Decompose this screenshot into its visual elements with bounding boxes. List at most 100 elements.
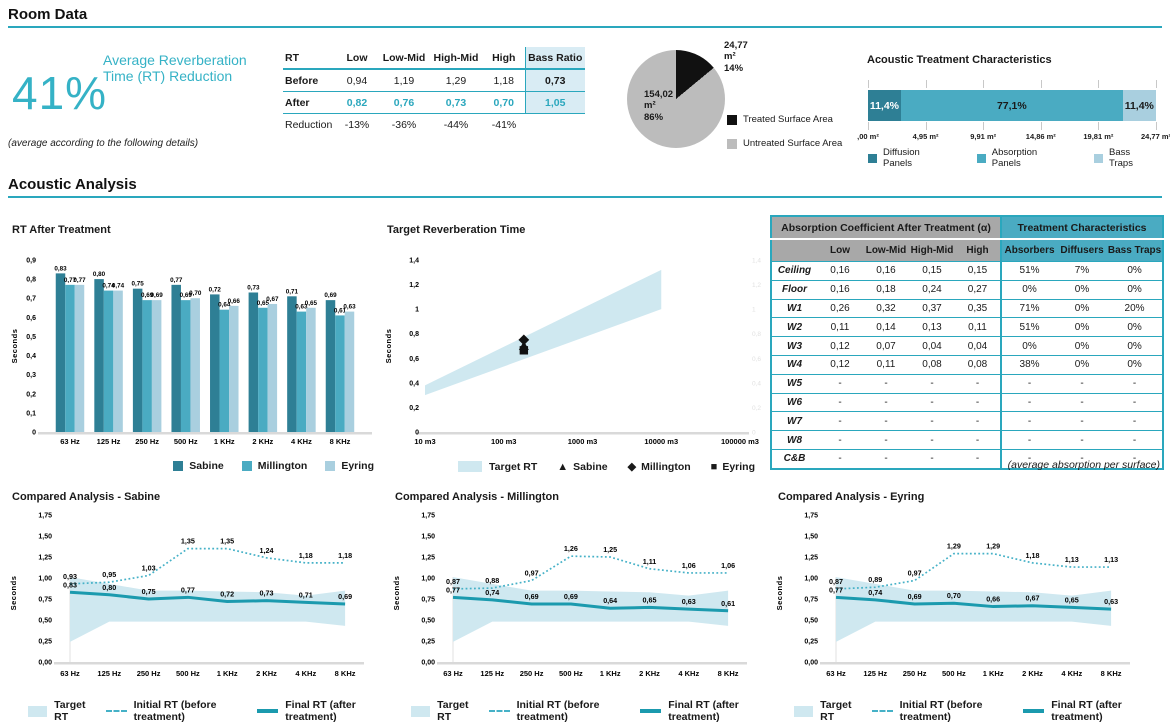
- compared-millington-chart: Compared Analysis - Millington 0,00 0,25 0…: [391, 489, 769, 723]
- svg-text:0,2: 0,2: [26, 391, 36, 398]
- svg-text:2 KHz: 2 KHz: [1022, 669, 1043, 678]
- abs-row-w1: W1 0,26 0,32 0,37 0,35 71% 0% 20%: [771, 299, 1164, 319]
- svg-text:0,69: 0,69: [564, 592, 578, 601]
- svg-text:1,00: 1,00: [804, 576, 818, 583]
- compared-eyring-title: Compared Analysis - Eyring: [778, 491, 925, 503]
- dashed-line-icon: [871, 710, 893, 712]
- svg-text:0,73: 0,73: [260, 589, 274, 598]
- pie-legend-treated-label: Treated Surface Area: [743, 114, 833, 125]
- svg-text:0,9: 0,9: [26, 258, 36, 265]
- rt-row-after: After 0,82 0,76 0,73 0,70 1,05: [283, 91, 585, 114]
- svg-text:125 Hz: 125 Hz: [863, 669, 887, 678]
- legend-target-rt: Target RT: [28, 699, 93, 723]
- svg-text:0,65: 0,65: [1065, 595, 1079, 604]
- compared-eyring-legend: Target RT Initial RT (before treatment) …: [794, 699, 1152, 723]
- compared-millington-legend: Target RT Initial RT (before treatment) …: [411, 699, 769, 723]
- svg-text:0,69: 0,69: [908, 592, 922, 601]
- svg-text:1,13: 1,13: [1065, 555, 1079, 564]
- svg-text:0,7: 0,7: [26, 296, 36, 303]
- svg-text:500 Hz: 500 Hz: [176, 669, 200, 678]
- svg-text:1 KHz: 1 KHz: [600, 669, 621, 678]
- svg-text:0,00: 0,00: [421, 660, 435, 667]
- svg-text:250 Hz: 250 Hz: [135, 437, 159, 446]
- svg-text:Seconds: Seconds: [384, 329, 393, 364]
- legend-target-rt: Target RT: [458, 461, 537, 473]
- compared-millington-title: Compared Analysis - Millington: [395, 491, 559, 503]
- svg-text:1000 m3: 1000 m3: [568, 437, 598, 446]
- compared-sabine-chart: Compared Analysis - Sabine 0,00 0,25 0,50 0…: [8, 489, 386, 723]
- abs-subheader-cell: Diffusers: [1057, 239, 1108, 262]
- svg-text:0,3: 0,3: [26, 372, 36, 379]
- stack-axis-label: 24,77 m²: [1140, 132, 1170, 141]
- svg-text:0,77: 0,77: [73, 277, 86, 284]
- svg-text:0,5: 0,5: [26, 334, 36, 341]
- abs-row-w3: W3 0,12 0,07 0,04 0,04 0% 0% 0%: [771, 336, 1164, 356]
- svg-text:1,00: 1,00: [38, 576, 52, 583]
- legend-sabine: Sabine: [173, 460, 224, 472]
- svg-text:0,61: 0,61: [721, 599, 735, 608]
- abs-subheader-cell: High: [955, 239, 1002, 262]
- svg-text:1,75: 1,75: [38, 513, 52, 520]
- svg-text:0,50: 0,50: [804, 618, 818, 625]
- svg-text:0,77: 0,77: [64, 277, 77, 284]
- svg-text:0,83: 0,83: [54, 265, 67, 272]
- svg-text:1,4: 1,4: [752, 258, 761, 265]
- stack-axis-label: ,00 m²: [857, 132, 879, 141]
- x-axis: [437, 662, 747, 665]
- svg-text:0,8: 0,8: [409, 331, 419, 338]
- svg-text:0: 0: [415, 430, 419, 437]
- legend-initial-rt: Initial RT (before treatment): [105, 699, 245, 723]
- abs-row-w2: W2 0,11 0,14 0,13 0,11 51% 0% 0%: [771, 317, 1164, 338]
- svg-text:4 KHz: 4 KHz: [295, 669, 316, 678]
- compared-millington-plot: 0,00 0,25 0,50 0,75 1,00 1,25 1,50 1,75 Seconds 6…: [392, 513, 747, 678]
- legend-millington: Millington: [241, 460, 307, 472]
- svg-text:0,83: 0,83: [63, 580, 77, 589]
- target-rt-title: Target Reverberation Time: [387, 224, 526, 236]
- svg-text:0,6: 0,6: [409, 356, 419, 363]
- legend-eyring: Eyring: [325, 460, 374, 472]
- svg-text:0,4: 0,4: [752, 380, 761, 387]
- svg-text:1,13: 1,13: [1104, 555, 1118, 564]
- abs-row-ceiling: Ceiling 0,16 0,16 0,15 0,15 51% 7% 0%: [771, 261, 1164, 281]
- svg-text:0,63: 0,63: [343, 304, 356, 311]
- svg-text:0,95: 0,95: [102, 570, 116, 579]
- surface-area-pie-chart: [627, 50, 725, 148]
- stack-legend-item: Absorption Panels: [976, 147, 1068, 169]
- svg-text:0,72: 0,72: [220, 590, 234, 599]
- target-band: [425, 269, 662, 396]
- rt-summary-body: Before 0,94 1,19 1,29 1,18 0,73 After 0,82 0,76 0…: [283, 69, 585, 135]
- svg-text:1,06: 1,06: [721, 561, 735, 570]
- stack-legend-item: Bass Traps: [1094, 147, 1156, 169]
- svg-text:0,87: 0,87: [829, 577, 843, 586]
- legend-final-rt: Final RT (after treatment): [1023, 699, 1152, 723]
- svg-text:0,75: 0,75: [421, 597, 435, 604]
- svg-text:0,67: 0,67: [1026, 594, 1040, 603]
- svg-text:1,24: 1,24: [260, 546, 274, 555]
- svg-text:0,71: 0,71: [299, 590, 313, 599]
- target-band-swatch-icon: [794, 705, 814, 717]
- svg-text:0,63: 0,63: [295, 304, 308, 311]
- svg-text:125 Hz: 125 Hz: [97, 437, 121, 446]
- x-axis: [54, 662, 364, 665]
- bar-groups: 0,830,770,770,800,740,74 0,750,690,690,77…: [54, 265, 356, 432]
- dashed-line-icon: [488, 710, 510, 712]
- untreated-swatch-icon: [727, 138, 737, 149]
- svg-text:63 Hz: 63 Hz: [826, 669, 846, 678]
- treatment-legend: Diffusion Panels Absorption Panels Bass Tr…: [868, 147, 1156, 169]
- legend-target-rt: Target RT: [794, 699, 859, 723]
- rt-header-cell: Low-Mid: [379, 47, 429, 70]
- svg-text:0,74: 0,74: [102, 283, 115, 290]
- svg-text:0,69: 0,69: [338, 592, 352, 601]
- diamond-marker-icon: ◆: [627, 461, 637, 473]
- svg-text:1,25: 1,25: [421, 555, 435, 562]
- abs-row-w5: W5- - - - - - -: [771, 374, 1164, 394]
- svg-text:125 Hz: 125 Hz: [480, 669, 504, 678]
- rt-header-cell: Bass Ratio: [524, 47, 585, 70]
- svg-text:1,25: 1,25: [804, 555, 818, 562]
- svg-text:1,06: 1,06: [682, 561, 696, 570]
- svg-text:0,75: 0,75: [38, 597, 52, 604]
- room-data-title: Room Data: [8, 6, 88, 23]
- pie-legend: Treated Surface Area Untreated Surface A…: [727, 114, 842, 149]
- abs-row-c&b: C&B - - - - - - -: [771, 449, 1164, 470]
- pie-untreated-value-label: 154,02 m² 86%: [644, 89, 674, 123]
